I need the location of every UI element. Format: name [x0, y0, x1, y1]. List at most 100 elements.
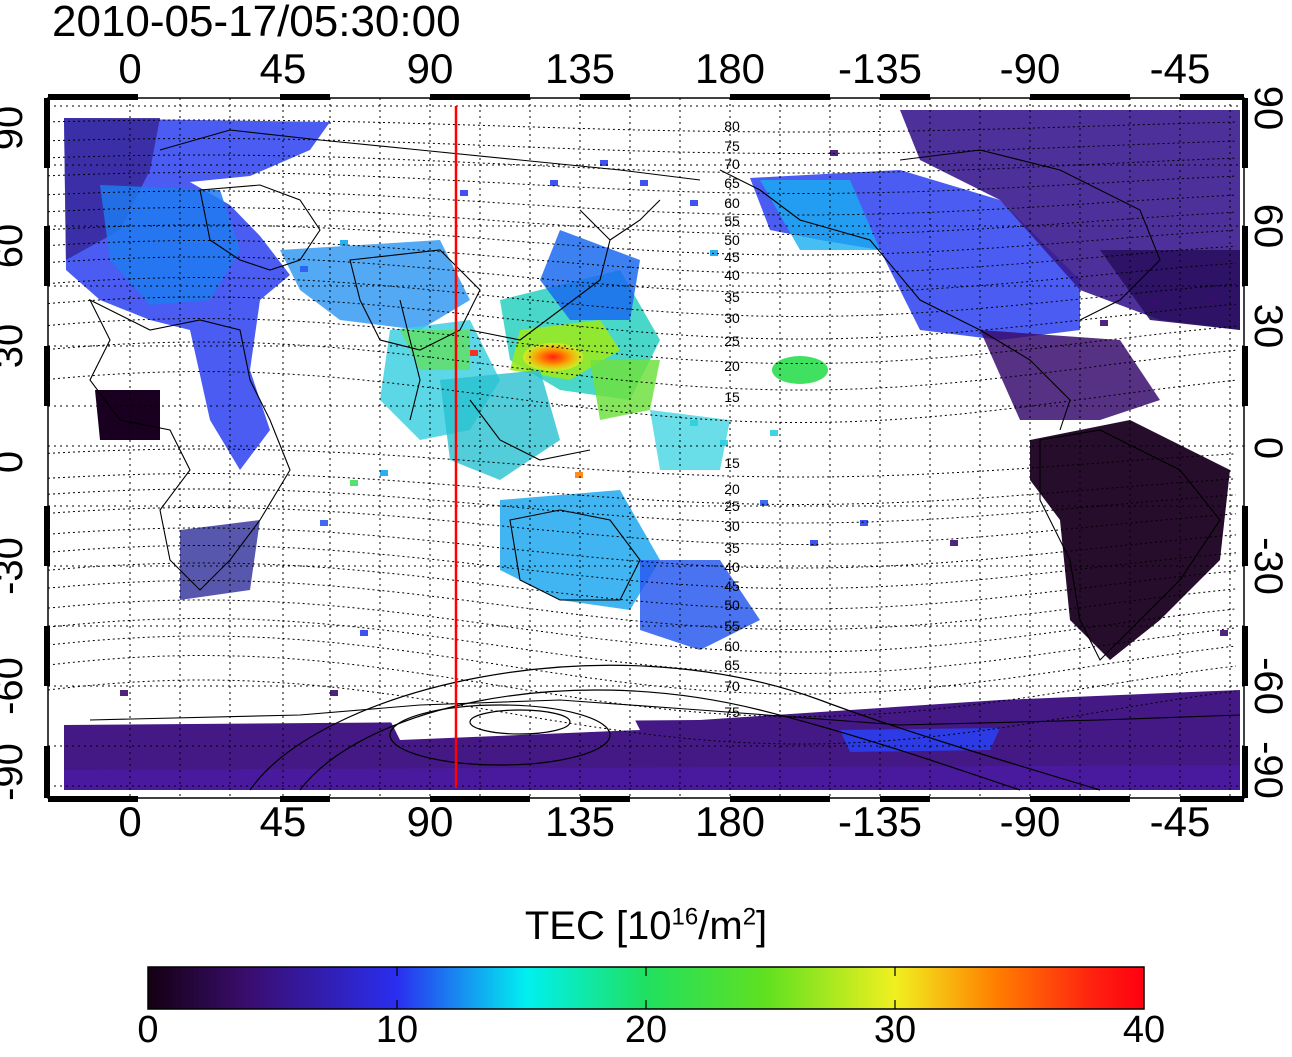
colorbar-tick-label: 20	[624, 1009, 668, 1051]
magnetic-latitude-label: 75	[724, 138, 740, 154]
magnetic-latitude-line	[48, 580, 1237, 630]
lat-tick-right: 90	[1246, 86, 1290, 131]
colorbar-tick-label: 0	[137, 1009, 159, 1051]
lat-tick-left: -60	[0, 657, 31, 715]
magnetic-latitude-line	[48, 679, 1237, 745]
magnetic-latitude-line	[48, 240, 1237, 274]
magnetic-latitude-label: 70	[724, 678, 740, 694]
magnetic-latitude-label: 65	[724, 657, 740, 673]
lon-tick-bottom: 180	[694, 798, 766, 845]
colorbar-title: TEC [1016/m2]	[0, 904, 1292, 948]
lon-tick-bottom: 90	[406, 798, 454, 845]
magnetic-latitude-label: 15	[724, 455, 740, 471]
lon-tick-top: 90	[406, 45, 454, 92]
magnetic-latitude-label: 50	[724, 597, 740, 613]
magnetic-latitude-line	[48, 545, 1237, 589]
colorbar-title-text: TEC [10	[524, 904, 672, 948]
lon-tick-top: 0	[118, 45, 142, 92]
magnetic-latitude-line	[48, 138, 1237, 154]
magnetic-latitude-line	[48, 172, 1237, 194]
lat-ticks-right: 90 60 30 0 -30 -60 -90	[1246, 86, 1290, 799]
magnetic-latitude-line	[48, 207, 1237, 235]
magnetic-latitude-label: 35	[724, 289, 740, 305]
magnetic-latitude-label: 60	[724, 195, 740, 211]
magnetic-latitude-line	[48, 190, 1237, 216]
lon-tick-bottom: -90	[999, 798, 1061, 845]
lat-tick-right: -90	[1246, 741, 1290, 799]
magnetic-latitude-line	[48, 296, 1237, 340]
map-timestamp: 2010-05-17/05:30:00	[52, 0, 461, 46]
magnetic-latitude-line	[48, 599, 1237, 653]
lat-tick-right: 60	[1246, 204, 1290, 249]
magnetic-latitude-label: 40	[724, 267, 740, 283]
colorbar-title-unit: /m	[698, 904, 743, 948]
lon-tick-top: 135	[544, 45, 616, 92]
graticule	[48, 98, 1244, 798]
lon-tick-top: -45	[1149, 45, 1211, 92]
frame-tick-bars	[44, 94, 1248, 802]
magnetic-latitude-line	[48, 318, 1237, 364]
magnetic-latitude-contours	[48, 119, 1237, 745]
magnetic-latitude-line	[48, 562, 1237, 610]
colorbar-ticks	[396, 967, 896, 1009]
magnetic-latitude-labels: 8075706560555045403530252015152025303540…	[724, 118, 740, 720]
colorbar-tick-label: 30	[873, 1009, 917, 1051]
lat-tick-left: 0	[0, 451, 31, 473]
lat-tick-right: 0	[1246, 437, 1290, 459]
magnetic-latitude-label: 75	[724, 704, 740, 720]
magnetic-latitude-label: 20	[724, 358, 740, 374]
magnetic-latitude-label: 20	[724, 481, 740, 497]
lon-tick-bottom: 135	[544, 798, 616, 845]
magnetic-latitude-line	[48, 341, 1237, 391]
lat-tick-left: 90	[0, 106, 31, 151]
magnetic-latitude-line	[48, 119, 1237, 133]
magnetic-latitude-line	[48, 224, 1237, 256]
magnetic-latitude-label: 15	[724, 389, 740, 405]
colorbar-title-exponent: 16	[671, 903, 699, 931]
colorbar-tick-label: 10	[375, 1009, 419, 1051]
lat-tick-left: -90	[0, 743, 31, 801]
magnetic-latitude-label: 60	[724, 638, 740, 654]
lon-tick-bottom: -45	[1149, 798, 1211, 845]
magnetic-latitude-label: 55	[724, 618, 740, 634]
magnetic-latitude-label: 65	[724, 175, 740, 191]
lat-tick-left: 60	[0, 224, 31, 269]
lon-tick-bottom: -135	[837, 798, 923, 845]
magnetic-latitude-label: 70	[724, 156, 740, 172]
magnetic-latitude-label: 40	[724, 559, 740, 575]
magnetic-latitude-label: 45	[724, 249, 740, 265]
lon-tick-bottom: 0	[118, 798, 142, 845]
magnetic-latitude-label: 25	[724, 498, 740, 514]
lat-tick-right: -60	[1246, 657, 1290, 715]
magnetic-latitude-label: 45	[724, 578, 740, 594]
magnetic-latitude-label: 30	[724, 518, 740, 534]
lon-tick-top: -90	[999, 45, 1061, 92]
lat-tick-right: -30	[1246, 537, 1290, 595]
lat-tick-right: 30	[1246, 304, 1290, 349]
magnetic-latitude-line	[48, 473, 1237, 505]
lon-tick-top: 180	[694, 45, 766, 92]
colorbar-tick-label: 40	[1122, 1009, 1166, 1051]
lat-tick-left: -30	[0, 537, 31, 595]
lon-tick-bottom: 45	[259, 798, 307, 845]
magnetic-latitude-line	[48, 154, 1237, 174]
lat-ticks-left: 90 60 30 0 -30 -60 -90	[0, 106, 31, 801]
colorbar-title-unit-exponent: 2	[742, 903, 757, 931]
magnetic-latitude-line	[48, 277, 1237, 317]
magnetic-latitude-line	[48, 371, 1237, 423]
magnetic-latitude-line	[48, 655, 1237, 717]
magnetic-latitude-label: 80	[724, 118, 740, 134]
lat-tick-left: 30	[0, 324, 31, 369]
magnetic-latitude-line	[48, 488, 1237, 524]
magnetic-latitude-label: 30	[724, 310, 740, 326]
magnetic-latitude-line	[48, 448, 1237, 478]
lon-tick-top: 45	[259, 45, 307, 92]
magnetic-latitude-label: 55	[724, 213, 740, 229]
magnetic-latitude-line	[48, 256, 1237, 294]
magnetic-latitude-label: 50	[724, 232, 740, 248]
magnetic-latitude-line	[48, 527, 1237, 569]
colorbar-title-bracket: ]	[756, 904, 768, 948]
magnetic-pole-contours	[249, 664, 1101, 791]
magnetic-latitude-line	[48, 507, 1237, 545]
